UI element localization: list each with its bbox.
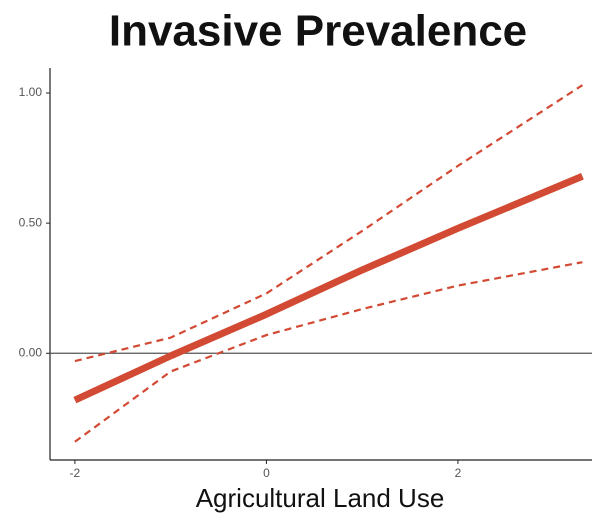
chart-title: Invasive Prevalence xyxy=(109,7,527,56)
x-axis-label: Agricultural Land Use xyxy=(196,483,445,513)
x-tick-label: 2 xyxy=(455,466,462,480)
confidence-line xyxy=(74,261,583,443)
confidence-line xyxy=(74,84,584,363)
y-tick-label: 0.00 xyxy=(19,345,43,359)
y-tick-label: 1.00 xyxy=(19,85,43,99)
trend-line xyxy=(73,173,584,404)
y-tick-label: 0.50 xyxy=(19,215,43,229)
x-tick-label: 0 xyxy=(263,466,270,480)
x-tick-label: -2 xyxy=(70,466,81,480)
